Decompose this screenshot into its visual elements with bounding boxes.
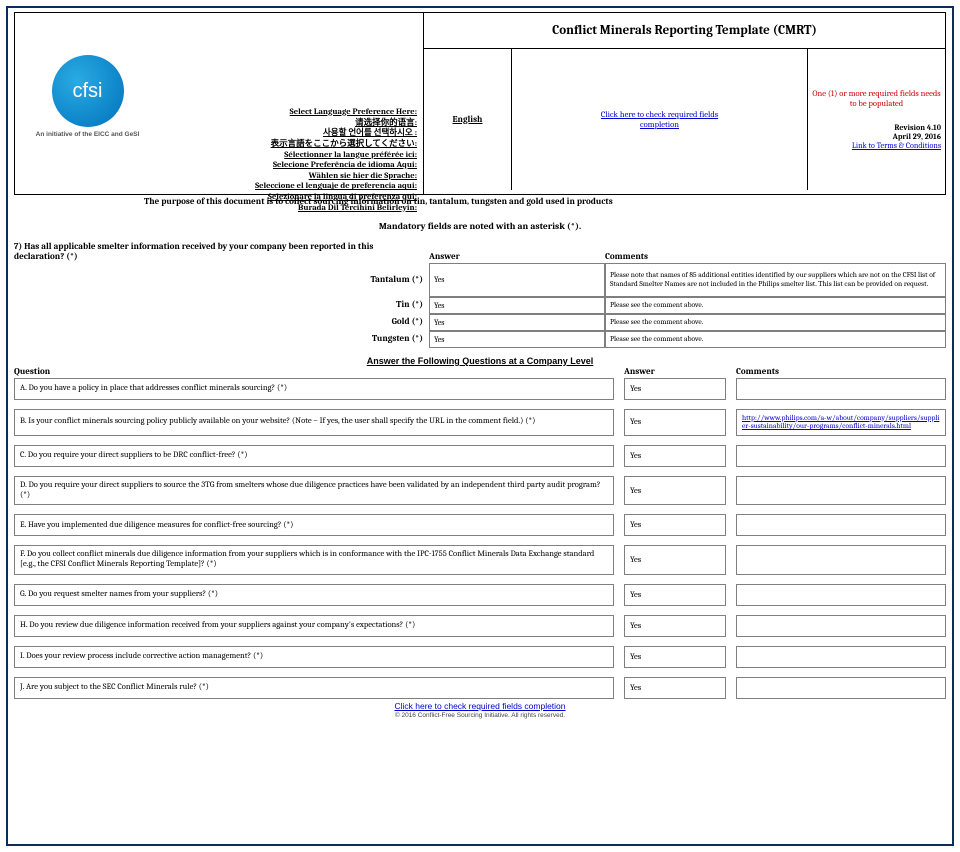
required-warning: One (1) or more required fields needs to…: [812, 89, 941, 109]
answer-cell[interactable]: Yes: [624, 476, 726, 506]
comment-cell[interactable]: http://www.philips.com/a-w/about/company…: [736, 409, 946, 436]
answer-cell[interactable]: Yes: [429, 314, 605, 331]
q7-rows: Tantalum (*)YesPlease note that names of…: [14, 263, 946, 348]
comment-cell[interactable]: [736, 646, 946, 668]
answer-header: Answer: [624, 367, 726, 377]
logo-text: cfsi: [73, 80, 103, 103]
question-cell: G. Do you request smelter names from you…: [14, 584, 614, 606]
lang-line[interactable]: Sélectionner la langue préférée ici:: [255, 150, 417, 161]
comment-cell[interactable]: [736, 545, 946, 575]
comment-cell[interactable]: [736, 476, 946, 506]
lang-line[interactable]: Burada Dil Tercihini Belirleyin:: [255, 203, 417, 214]
check-fields-link[interactable]: Click here to check required fields comp…: [585, 110, 735, 130]
question-cell: B. Is your conflict minerals sourcing po…: [14, 409, 614, 436]
question-cell: I. Does your review process include corr…: [14, 646, 614, 668]
metal-label: Gold (*): [14, 314, 429, 331]
comment-cell[interactable]: Please note that names of 85 additional …: [605, 263, 946, 297]
q7-row: Tin (*)YesPlease see the comment above.: [14, 297, 946, 314]
mandatory-note: Mandatory fields are noted with an aster…: [14, 221, 946, 232]
answer-cell[interactable]: Yes: [624, 445, 726, 467]
q7-text: 7) Has all applicable smelter informatio…: [14, 242, 419, 263]
check-fields-cell: Click here to check required fields comp…: [512, 49, 808, 190]
metal-label: Tungsten (*): [14, 331, 429, 348]
title-box: Conflict Minerals Reporting Template (CM…: [424, 12, 946, 195]
comment-cell[interactable]: [736, 514, 946, 536]
question-cell: E. Have you implemented due diligence me…: [14, 514, 614, 536]
question-cell: C. Do you require your direct suppliers …: [14, 445, 614, 467]
lang-line[interactable]: Selecione Preferência de idioma Aqui:: [255, 160, 417, 171]
q7-header-row: 7) Has all applicable smelter informatio…: [14, 242, 946, 263]
logo-tagline: An initiative of the EICC and GeSI: [35, 131, 140, 138]
metal-label: Tantalum (*): [14, 263, 429, 297]
answer-header: Answer: [429, 242, 605, 263]
question-cell: H. Do you review due diligence informati…: [14, 615, 614, 637]
question-header: Question: [14, 367, 614, 377]
lang-header[interactable]: Select Language Preference Here:: [255, 107, 417, 118]
footer-check-link[interactable]: Click here to check required fields comp…: [394, 701, 565, 711]
question-cell: D. Do you require your direct suppliers …: [14, 476, 614, 506]
lang-line[interactable]: Wählen sie hier die Sprache:: [255, 171, 417, 182]
question-cell: F. Do you collect conflict minerals due …: [14, 545, 614, 575]
comment-cell[interactable]: Please see the comment above.: [605, 331, 946, 348]
q7-row: Tantalum (*)YesPlease note that names of…: [14, 263, 946, 297]
lang-line[interactable]: 请选择你的语言:: [255, 118, 417, 129]
comments-header: Comments: [736, 367, 946, 377]
answer-cell[interactable]: Yes: [429, 331, 605, 348]
lang-line[interactable]: 사용할 언어를 선택하시오 :: [255, 128, 417, 139]
answer-cell[interactable]: Yes: [624, 545, 726, 575]
lang-line[interactable]: 表示言語をここから選択してください:: [255, 139, 417, 150]
comment-cell[interactable]: [736, 584, 946, 606]
terms-link[interactable]: Link to Terms & Conditions: [852, 141, 941, 150]
answer-cell[interactable]: Yes: [624, 615, 726, 637]
revision-cell: One (1) or more required fields needs to…: [808, 49, 945, 190]
lang-line[interactable]: Selezionare la lingua di preferenza qui:: [255, 192, 417, 203]
language-selected[interactable]: English: [424, 49, 512, 190]
comment-link[interactable]: http://www.philips.com/a-w/about/company…: [742, 414, 940, 431]
logo-box: cfsi An initiative of the EICC and GeSI …: [14, 12, 424, 195]
page-title: Conflict Minerals Reporting Template (CM…: [424, 13, 945, 49]
answer-cell[interactable]: Yes: [429, 263, 605, 297]
footer: Click here to check required fields comp…: [14, 701, 946, 712]
company-section-title: Answer the Following Questions at a Comp…: [14, 356, 946, 366]
answer-cell[interactable]: Yes: [429, 297, 605, 314]
comment-cell[interactable]: [736, 615, 946, 637]
header: cfsi An initiative of the EICC and GeSI …: [14, 12, 946, 195]
q7-row: Tungsten (*)YesPlease see the comment ab…: [14, 331, 946, 348]
answer-cell[interactable]: Yes: [624, 378, 726, 400]
company-header-row: Question Answer Comments: [14, 367, 946, 377]
comments-header: Comments: [605, 242, 946, 263]
question-cell: J. Are you subject to the SEC Conflict M…: [14, 677, 614, 699]
answer-cell[interactable]: Yes: [624, 514, 726, 536]
comment-cell[interactable]: [736, 378, 946, 400]
lang-line[interactable]: Seleccione el lenguaje de preferencia aq…: [255, 181, 417, 192]
comment-cell[interactable]: Please see the comment above.: [605, 314, 946, 331]
language-list: Select Language Preference Here: 请选择你的语言…: [255, 107, 417, 213]
title-row: English Click here to check required fie…: [424, 49, 945, 190]
metal-label: Tin (*): [14, 297, 429, 314]
logo-circle: cfsi: [52, 55, 124, 127]
page: cfsi An initiative of the EICC and GeSI …: [6, 6, 954, 846]
company-rows: A. Do you have a policy in place that ad…: [14, 378, 946, 699]
answer-cell[interactable]: Yes: [624, 677, 726, 699]
comment-cell[interactable]: [736, 677, 946, 699]
answer-cell[interactable]: Yes: [624, 409, 726, 436]
revision: Revision 4.10: [894, 123, 941, 132]
answer-cell[interactable]: Yes: [624, 646, 726, 668]
answer-cell[interactable]: Yes: [624, 584, 726, 606]
purpose-text: The purpose of this document is to colle…: [14, 195, 946, 207]
copyright: © 2016 Conflict-Free Sourcing Initiative…: [14, 712, 946, 719]
revision-date: April 29, 2016: [893, 132, 941, 141]
logo: cfsi An initiative of the EICC and GeSI: [35, 55, 140, 138]
comment-cell[interactable]: [736, 445, 946, 467]
question-cell: A. Do you have a policy in place that ad…: [14, 378, 614, 400]
comment-cell[interactable]: Please see the comment above.: [605, 297, 946, 314]
q7-row: Gold (*)YesPlease see the comment above.: [14, 314, 946, 331]
